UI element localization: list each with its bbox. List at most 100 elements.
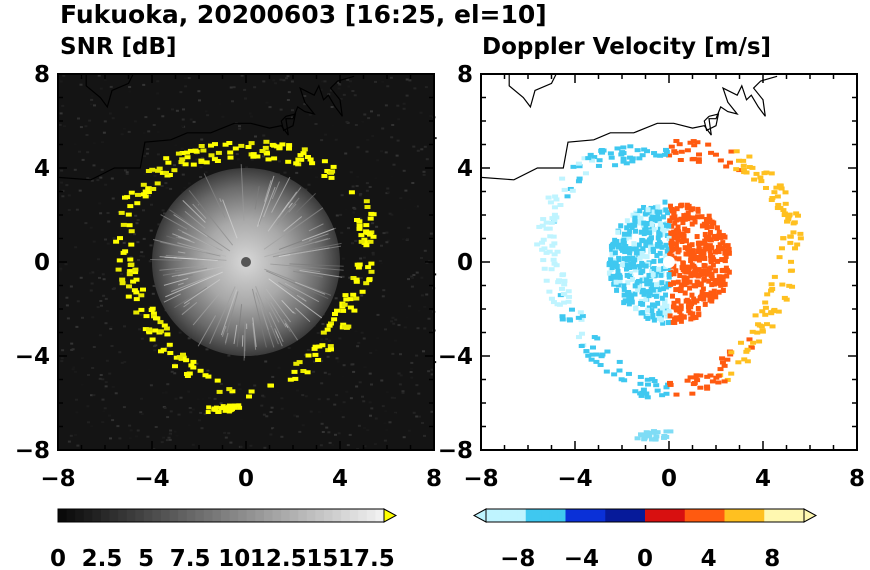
snr-noise-cell [179,396,183,399]
doppler-cell [678,306,684,312]
doppler-cell [551,205,558,210]
snr-noise-cell [96,306,100,309]
doppler-cell [543,278,550,283]
doppler-cell [744,347,751,352]
snr-noise-cell [366,138,370,141]
snr-noise-cell [347,227,350,230]
doppler-cell [720,246,726,252]
snr-noise-cell [118,351,122,354]
snr-echo-cell [307,157,314,162]
snr-noise-cell [392,163,396,166]
snr-noise-cell [291,116,294,119]
doppler-cell [551,241,558,246]
snr-noise-cell [114,392,118,395]
snr-noise-cell [323,329,326,332]
doppler-cell [616,256,622,262]
doppler-cell [666,235,672,241]
snr-noise-cell [286,99,290,101]
snr-noise-cell [323,80,327,83]
snr-streak [265,297,280,323]
doppler-cell [664,210,670,216]
doppler-cell [782,201,789,206]
doppler-cell [656,231,662,237]
snr-colorbar-tick-label: 0 [50,546,66,570]
snr-noise-cell [179,114,183,117]
snr-noise-cell [423,327,427,330]
snr-noise-cell [136,241,140,244]
doppler-colorbar-segment [780,509,789,522]
snr-noise-cell [111,117,115,120]
doppler-cell [677,288,683,294]
doppler-cell [557,293,564,298]
snr-noise-cell [290,80,294,83]
snr-noise-cell [102,410,106,413]
snr-noise-cell [66,317,70,320]
snr-noise-cell [86,405,90,408]
snr-echo-cell [126,284,132,289]
snr-streak [302,298,307,302]
doppler-cell [678,149,685,154]
doppler-cell [653,153,660,158]
doppler-cell [596,158,603,163]
snr-noise-cell [363,366,367,369]
snr-echo-cell [238,143,245,148]
snr-noise-cell [326,398,330,401]
snr-echo-cell [118,210,125,215]
doppler-cell [611,372,618,377]
snr-streak [240,164,245,221]
snr-noise-cell [336,360,340,363]
snr-noise-cell [411,133,415,136]
snr-streak [265,288,291,323]
snr-echo-cell [355,265,362,270]
doppler-cell [649,282,655,288]
snr-echo-cell [296,360,303,365]
snr-noise-cell [110,393,114,396]
doppler-cell [575,315,582,320]
doppler-cell [692,219,698,225]
doppler-cell [785,215,792,220]
snr-noise-cell [338,337,342,340]
doppler-cell [547,200,554,205]
doppler-cell [707,294,713,300]
doppler-cell [697,240,703,246]
snr-noise-cell [147,368,151,371]
snr-noise-cell [396,139,400,142]
doppler-cell [650,243,656,249]
doppler-cell [768,282,775,287]
snr-noise-cell [321,80,325,83]
snr-noise-cell [75,411,79,414]
x-tick-label: 4 [755,466,771,492]
doppler-cell [660,224,666,230]
doppler-cell [636,283,642,289]
snr-streak [284,323,289,329]
snr-noise-cell [370,383,373,386]
snr-echo-cell [115,267,122,272]
snr-noise-cell [174,144,178,147]
doppler-cell [539,223,546,228]
snr-noise-cell [97,74,101,77]
doppler-cell [624,218,630,224]
snr-streak [165,254,227,261]
snr-streak [270,263,344,271]
snr-noise-cell [88,272,92,275]
doppler-cell [665,246,671,252]
snr-noise-cell [348,276,352,279]
snr-noise-cell [416,149,420,152]
doppler-cell [628,271,634,277]
doppler-cell [690,139,697,144]
snr-noise-cell [374,177,378,180]
snr-noise-cell [327,431,331,434]
snr-noise-cell [125,173,129,175]
doppler-cell [761,171,768,176]
snr-echo-cell [216,389,223,394]
snr-noise-cell [339,97,343,100]
snr-noise-cell [72,366,76,369]
doppler-cell [610,273,616,279]
doppler-colorbar-segment [605,509,614,522]
snr-streak [296,294,304,300]
doppler-cell [604,349,611,354]
snr-colorbar-segment [66,509,76,522]
snr-echo-cell [305,353,312,358]
snr-noise-cell [377,114,380,117]
